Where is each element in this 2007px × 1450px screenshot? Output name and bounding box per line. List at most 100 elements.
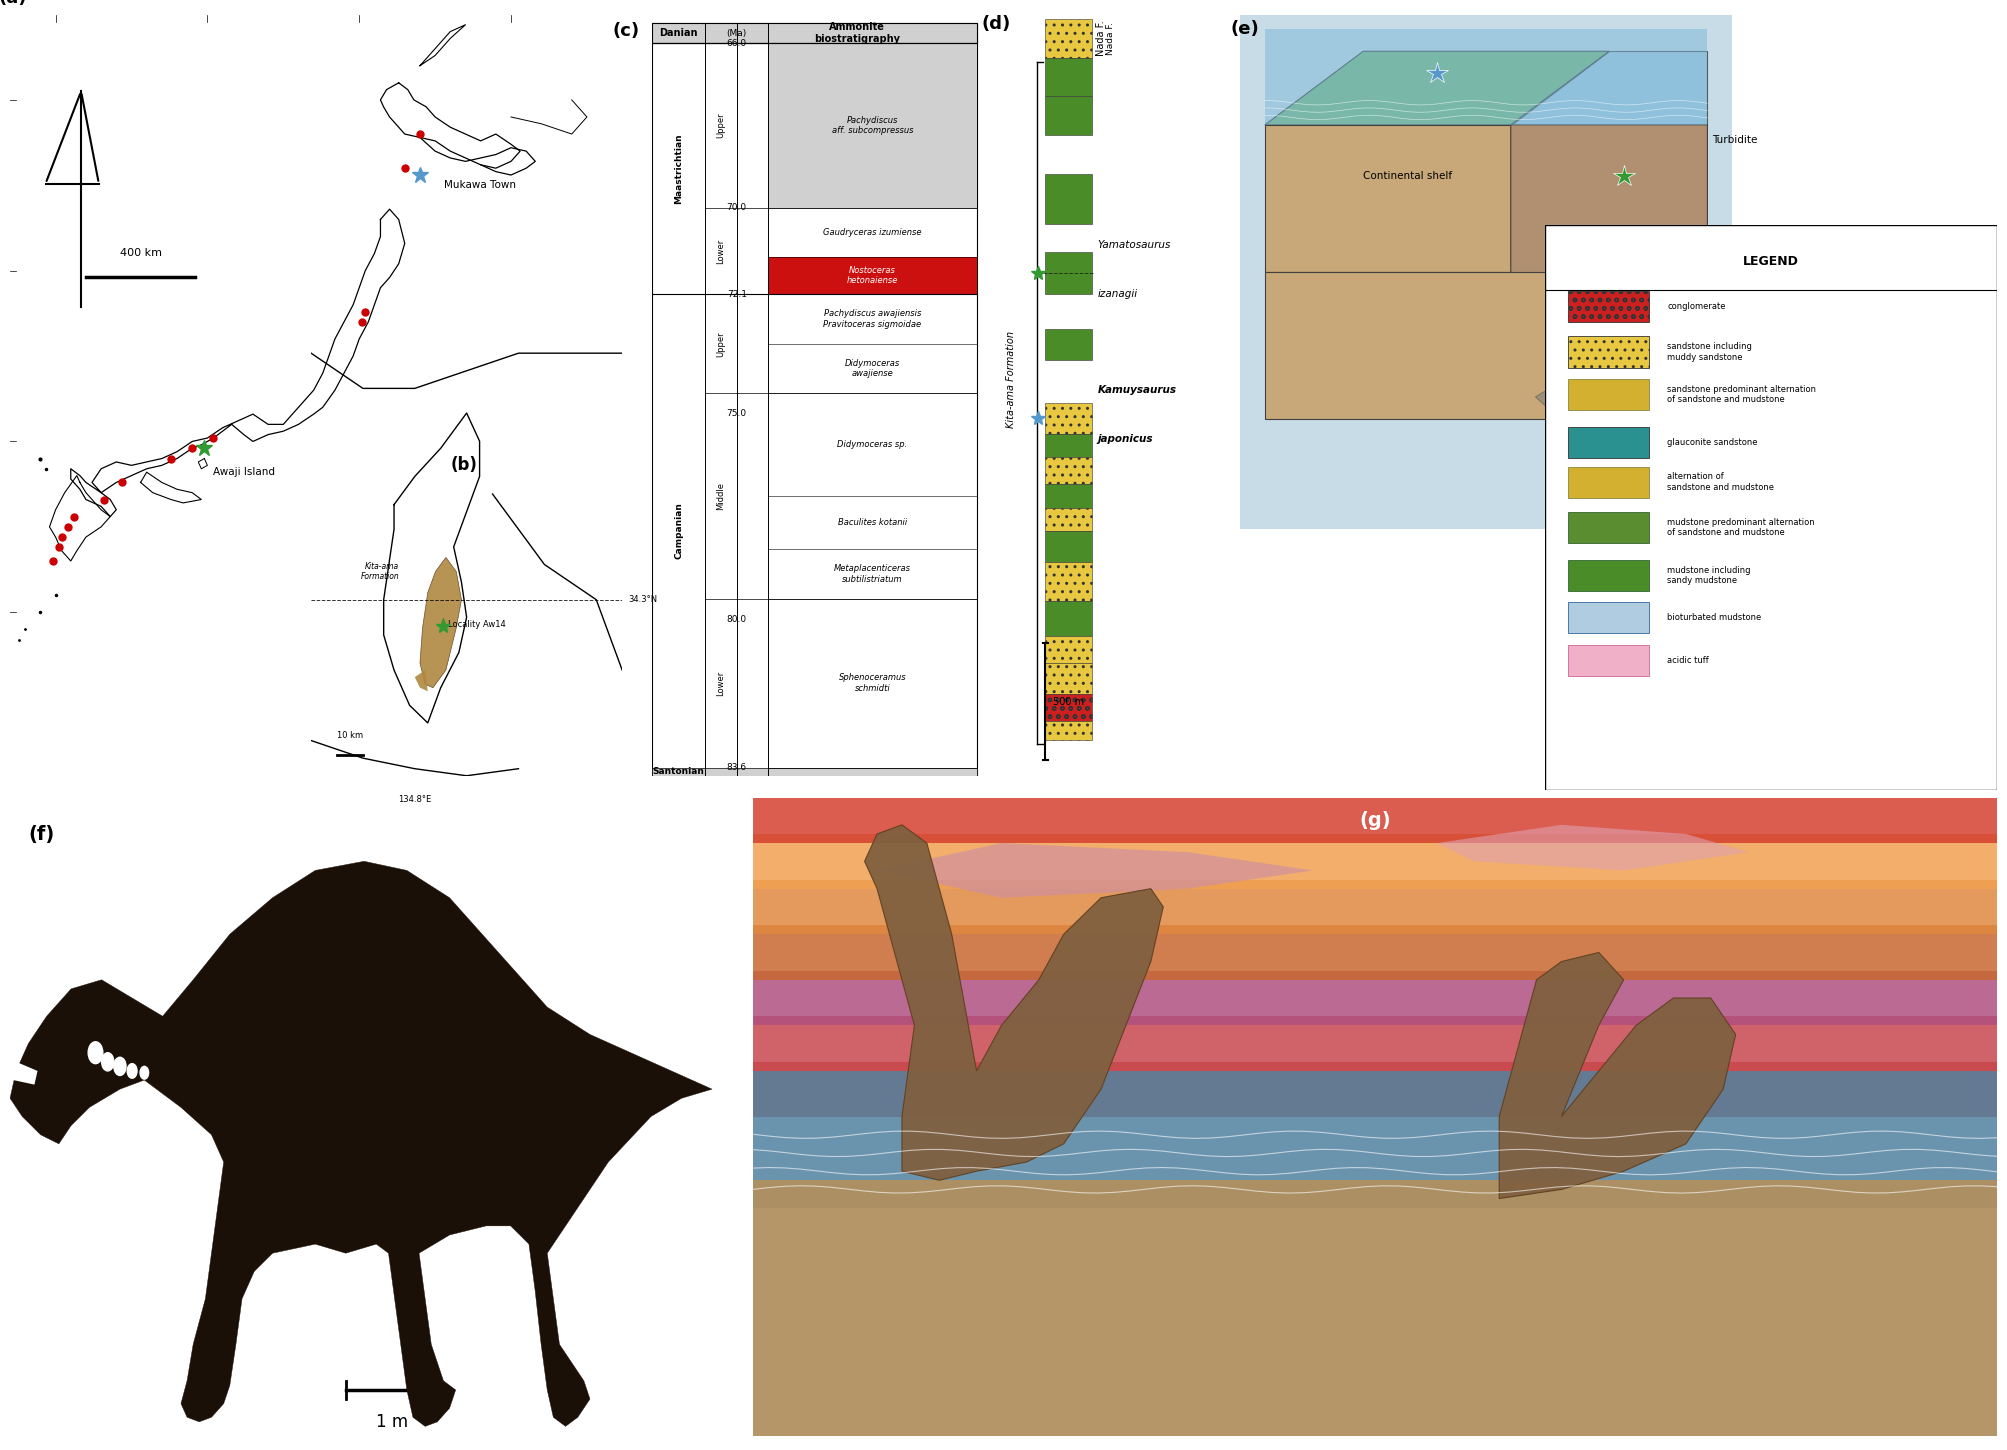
Text: Middle: Middle bbox=[716, 481, 725, 510]
Bar bbox=[769, 257, 977, 294]
Text: glauconite sandstone: glauconite sandstone bbox=[1668, 438, 1758, 447]
Bar bbox=[652, 23, 977, 44]
Text: (b): (b) bbox=[452, 457, 478, 474]
Polygon shape bbox=[1264, 51, 1610, 125]
Bar bbox=[1046, 97, 1092, 135]
Text: Maastrichtian: Maastrichtian bbox=[674, 133, 682, 204]
Polygon shape bbox=[415, 670, 427, 692]
Bar bbox=[1567, 512, 1650, 542]
Text: Santonian: Santonian bbox=[652, 767, 704, 776]
Bar bbox=[1046, 403, 1092, 434]
Text: Mukawa Town: Mukawa Town bbox=[444, 180, 516, 190]
Text: Awaji Island: Awaji Island bbox=[213, 467, 275, 477]
Text: Yamatosaurus: Yamatosaurus bbox=[1098, 241, 1170, 249]
Polygon shape bbox=[877, 842, 1313, 898]
Text: 10 km: 10 km bbox=[337, 731, 363, 740]
Bar bbox=[1046, 329, 1092, 360]
Text: 134.8°E: 134.8°E bbox=[397, 796, 432, 805]
Circle shape bbox=[88, 1041, 102, 1064]
Bar bbox=[1046, 531, 1092, 563]
Text: acidic tuff: acidic tuff bbox=[1668, 655, 1710, 664]
Polygon shape bbox=[14, 1061, 38, 1085]
Text: bioturbated mudstone: bioturbated mudstone bbox=[1668, 613, 1762, 622]
Text: sandstone including
muddy sandstone: sandstone including muddy sandstone bbox=[1668, 342, 1752, 361]
Text: 1 m: 1 m bbox=[375, 1412, 407, 1431]
Bar bbox=[753, 970, 1997, 1025]
Bar bbox=[1567, 378, 1650, 410]
Text: Sphenoceramus
schmidti: Sphenoceramus schmidti bbox=[839, 673, 907, 693]
Bar bbox=[753, 834, 1997, 889]
Text: izanagii: izanagii bbox=[1098, 289, 1138, 299]
Bar bbox=[1046, 507, 1092, 531]
Text: 66.0: 66.0 bbox=[727, 39, 747, 48]
Text: Locality Aw14: Locality Aw14 bbox=[448, 619, 506, 629]
Bar bbox=[1567, 291, 1650, 322]
Text: 34.3°N: 34.3°N bbox=[628, 594, 658, 605]
Text: Turbidite: Turbidite bbox=[1712, 135, 1758, 145]
Bar bbox=[1046, 174, 1092, 225]
Text: 83.6: 83.6 bbox=[727, 763, 747, 771]
Text: Baculites kotanii: Baculites kotanii bbox=[837, 518, 907, 528]
Bar bbox=[1046, 663, 1092, 693]
Polygon shape bbox=[1264, 125, 1511, 273]
Text: Lower: Lower bbox=[716, 238, 725, 264]
Text: Didymoceras sp.: Didymoceras sp. bbox=[837, 439, 907, 450]
Text: alternation of
sandstone and mudstone: alternation of sandstone and mudstone bbox=[1668, 473, 1774, 492]
Polygon shape bbox=[1511, 51, 1708, 125]
Text: Campanian: Campanian bbox=[674, 503, 682, 560]
Polygon shape bbox=[1535, 273, 1708, 419]
Text: Kamuysaurus: Kamuysaurus bbox=[1098, 386, 1176, 394]
Text: Continental shelf: Continental shelf bbox=[1363, 171, 1453, 181]
Text: conglomerate: conglomerate bbox=[1668, 302, 1726, 312]
Polygon shape bbox=[865, 825, 1164, 1180]
Bar bbox=[753, 925, 1997, 980]
Text: mudstone predominant alternation
of sandstone and mudstone: mudstone predominant alternation of sand… bbox=[1668, 518, 1814, 536]
Text: Ammonite
biostratigraphy: Ammonite biostratigraphy bbox=[813, 22, 899, 44]
Text: (g): (g) bbox=[1359, 811, 1391, 831]
Bar bbox=[1046, 721, 1092, 741]
Polygon shape bbox=[1264, 273, 1708, 419]
Text: Upper: Upper bbox=[716, 331, 725, 357]
Text: (c): (c) bbox=[612, 22, 640, 41]
Text: 70.0: 70.0 bbox=[727, 203, 747, 212]
Text: (Ma): (Ma) bbox=[727, 29, 747, 38]
Text: 75.0: 75.0 bbox=[727, 409, 747, 418]
Bar bbox=[652, 767, 977, 776]
Bar bbox=[753, 880, 1997, 934]
Bar bbox=[1046, 58, 1092, 97]
Text: Gaudryceras izumiense: Gaudryceras izumiense bbox=[823, 228, 921, 238]
Bar bbox=[1046, 484, 1092, 507]
Bar bbox=[1567, 426, 1650, 458]
Bar bbox=[753, 1180, 1997, 1436]
Circle shape bbox=[126, 1064, 136, 1079]
Text: Nostoceras
hetonaiense: Nostoceras hetonaiense bbox=[847, 267, 899, 286]
Bar bbox=[1046, 600, 1092, 635]
Text: mudstone including
sandy mudstone: mudstone including sandy mudstone bbox=[1668, 566, 1750, 584]
Text: Nada F.: Nada F. bbox=[1106, 22, 1116, 55]
Bar bbox=[1046, 457, 1092, 484]
Bar bbox=[769, 44, 977, 207]
Polygon shape bbox=[1437, 825, 1748, 870]
Text: Kita-ama Formation: Kita-ama Formation bbox=[1006, 331, 1016, 428]
Text: Metaplacenticeras
subtilistriatum: Metaplacenticeras subtilistriatum bbox=[835, 564, 911, 584]
Polygon shape bbox=[10, 861, 712, 1427]
Bar bbox=[1046, 635, 1092, 663]
Text: Didymoceras
awajiense: Didymoceras awajiense bbox=[845, 358, 899, 378]
Text: LEGEND: LEGEND bbox=[1744, 255, 1798, 268]
Text: (d): (d) bbox=[981, 14, 1012, 33]
Bar bbox=[753, 1072, 1997, 1208]
Text: Continental slope: Continental slope bbox=[1563, 267, 1656, 277]
Text: 80.0: 80.0 bbox=[727, 615, 747, 624]
Bar bbox=[1567, 602, 1650, 634]
Bar bbox=[1046, 19, 1092, 58]
Text: Kita-ama
Formation: Kita-ama Formation bbox=[361, 561, 399, 581]
Text: Nada F.: Nada F. bbox=[1096, 20, 1106, 57]
Text: Upper: Upper bbox=[716, 113, 725, 138]
Text: Lower: Lower bbox=[716, 670, 725, 696]
Polygon shape bbox=[1511, 125, 1708, 419]
Text: Pachydiscus
aff. subcompressus: Pachydiscus aff. subcompressus bbox=[831, 116, 913, 135]
Circle shape bbox=[102, 1053, 114, 1072]
Circle shape bbox=[114, 1057, 126, 1076]
Text: 500 m: 500 m bbox=[1052, 696, 1084, 706]
Text: 72.1: 72.1 bbox=[727, 290, 747, 299]
